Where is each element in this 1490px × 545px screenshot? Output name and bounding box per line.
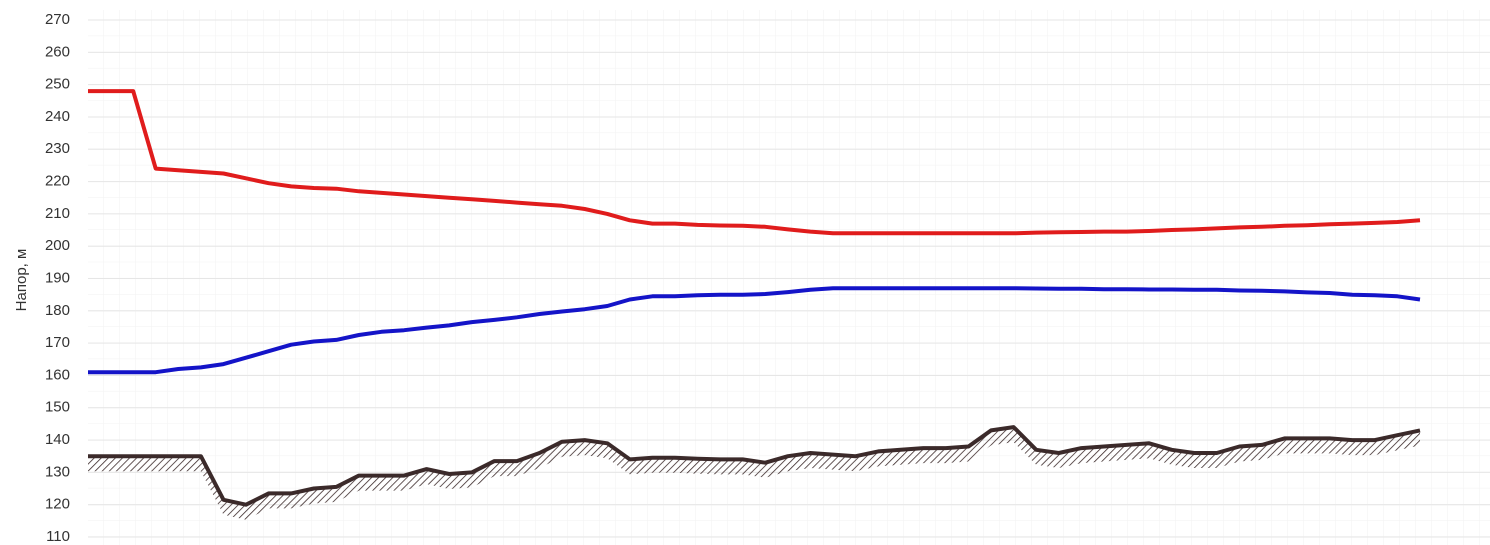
y-tick-label: 180 <box>45 302 70 319</box>
y-tick-label: 270 <box>45 11 70 28</box>
y-tick-label: 250 <box>45 76 70 93</box>
y-tick-label: 150 <box>45 399 70 416</box>
y-axis-label: Напор, м <box>13 249 30 312</box>
y-tick-label: 240 <box>45 108 70 125</box>
y-tick-label: 230 <box>45 140 70 157</box>
y-tick-label: 110 <box>46 528 70 545</box>
y-tick-label: 200 <box>45 237 70 254</box>
y-tick-label: 120 <box>45 496 70 513</box>
line <box>88 89 1421 236</box>
y-tick-label: 210 <box>45 205 70 222</box>
y-tick-label: 130 <box>45 463 70 480</box>
y-tick-label: 220 <box>45 173 70 190</box>
y-tick-label: 190 <box>45 269 70 286</box>
y-tick-label: 140 <box>45 431 70 448</box>
line <box>88 286 1421 375</box>
y-tick-label: 260 <box>45 43 70 60</box>
ground-hatch <box>88 427 1420 520</box>
y-tick-label: 170 <box>45 334 70 351</box>
y-tick-label: 160 <box>45 366 70 383</box>
line <box>88 425 1421 507</box>
